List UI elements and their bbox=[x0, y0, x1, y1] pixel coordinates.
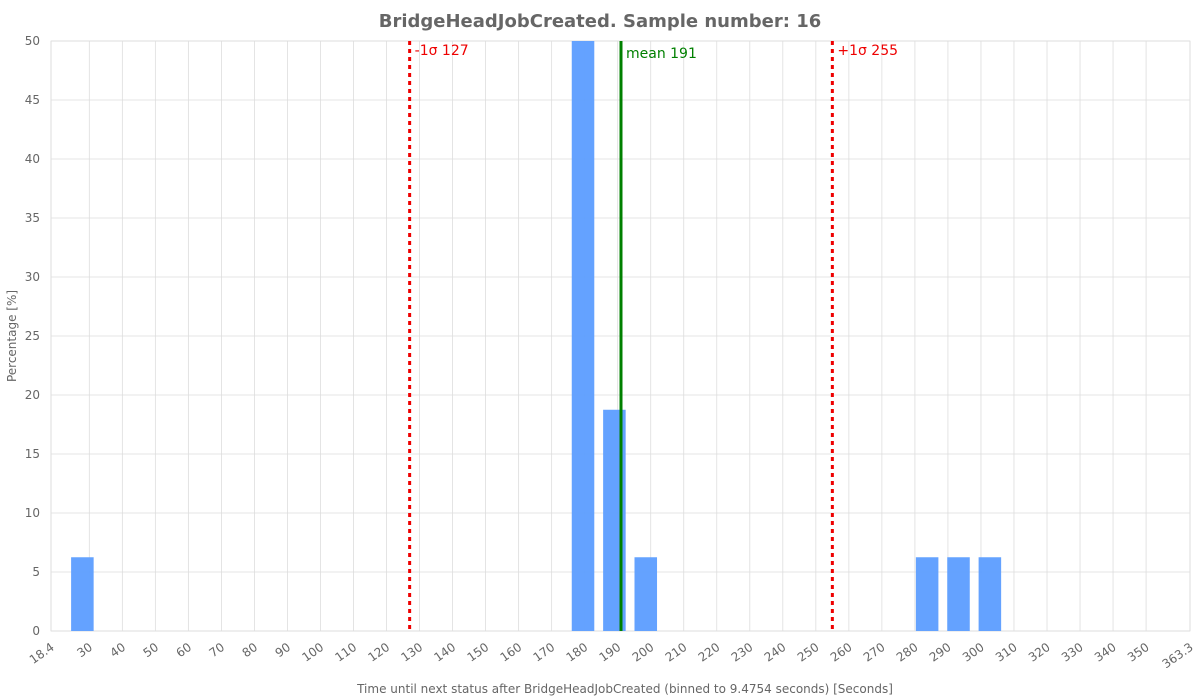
x-tick-label: 110 bbox=[332, 640, 359, 665]
x-tick-label: 320 bbox=[1026, 640, 1053, 665]
x-tick-label: 190 bbox=[597, 640, 624, 665]
x-tick-label: 230 bbox=[729, 640, 756, 665]
y-tick-label: 30 bbox=[25, 270, 40, 284]
grid bbox=[50, 40, 1191, 632]
x-tick-label: 160 bbox=[498, 640, 525, 665]
x-tick-label: 300 bbox=[960, 640, 987, 665]
histogram-bar bbox=[71, 557, 94, 631]
x-tick-label: 30 bbox=[74, 640, 95, 660]
y-tick-label: 35 bbox=[25, 211, 40, 225]
x-tick-label: 350 bbox=[1125, 640, 1152, 665]
x-tick-label: 80 bbox=[240, 640, 261, 660]
x-tick-label: 340 bbox=[1092, 640, 1119, 665]
histogram-bar bbox=[571, 41, 595, 631]
x-tick-label: 280 bbox=[894, 640, 921, 665]
histogram-bar bbox=[947, 557, 970, 631]
x-tick-label: 150 bbox=[465, 640, 492, 665]
x-tick-label: 40 bbox=[108, 640, 129, 660]
x-tick-label: 100 bbox=[299, 640, 326, 665]
x-tick-label: 240 bbox=[762, 640, 789, 665]
reference-lines: -1σ 127 mean 191 +1σ 255 bbox=[408, 41, 898, 631]
x-tick-label: 90 bbox=[273, 640, 294, 660]
x-tick-label: 310 bbox=[993, 640, 1020, 665]
chart-title: BridgeHeadJobCreated. Sample number: 16 bbox=[379, 11, 822, 32]
reference-line-label: mean 191 bbox=[626, 46, 697, 62]
y-tick-label: 10 bbox=[25, 506, 40, 520]
x-tick-label: 250 bbox=[795, 640, 822, 665]
reference-line-label: +1σ 255 bbox=[837, 43, 898, 59]
x-tick-label: 220 bbox=[696, 640, 723, 665]
y-tick-label: 40 bbox=[25, 152, 40, 166]
reference-line-label: -1σ 127 bbox=[415, 43, 469, 59]
histogram-bar bbox=[915, 557, 939, 631]
y-tick-label: 50 bbox=[25, 34, 40, 48]
x-tick-label: 120 bbox=[365, 640, 392, 665]
histogram-bar bbox=[634, 557, 658, 631]
x-tick-label: 180 bbox=[564, 640, 591, 665]
x-tick-label: 270 bbox=[861, 640, 888, 665]
y-tick-label: 5 bbox=[32, 565, 40, 579]
x-tick-label: 363.3 bbox=[1160, 640, 1196, 671]
histogram-bar bbox=[978, 557, 1002, 631]
x-tick-label: 260 bbox=[828, 640, 855, 665]
x-tick-label: 140 bbox=[431, 640, 458, 665]
x-tick-label: 290 bbox=[927, 640, 954, 665]
x-tick-label: 130 bbox=[398, 640, 425, 665]
x-tick-label: 60 bbox=[174, 640, 195, 660]
x-tick-label: 50 bbox=[141, 640, 162, 660]
y-tick-label: 25 bbox=[25, 329, 40, 343]
y-tick-label: 15 bbox=[25, 447, 40, 461]
y-tick-label: 20 bbox=[25, 388, 40, 402]
y-tick-label: 0 bbox=[32, 624, 40, 638]
x-axis-label: Time until next status after BridgeHeadJ… bbox=[356, 682, 893, 696]
y-tick-label: 45 bbox=[25, 93, 40, 107]
x-tick-label: 200 bbox=[630, 640, 657, 665]
x-tick-label: 210 bbox=[663, 640, 690, 665]
x-tick-label: 170 bbox=[531, 640, 558, 665]
x-tick-label: 330 bbox=[1059, 640, 1086, 665]
x-tick-label: 70 bbox=[207, 640, 228, 660]
x-tick-label: 18.4 bbox=[27, 640, 57, 667]
y-axis-label: Percentage [%] bbox=[5, 290, 19, 382]
